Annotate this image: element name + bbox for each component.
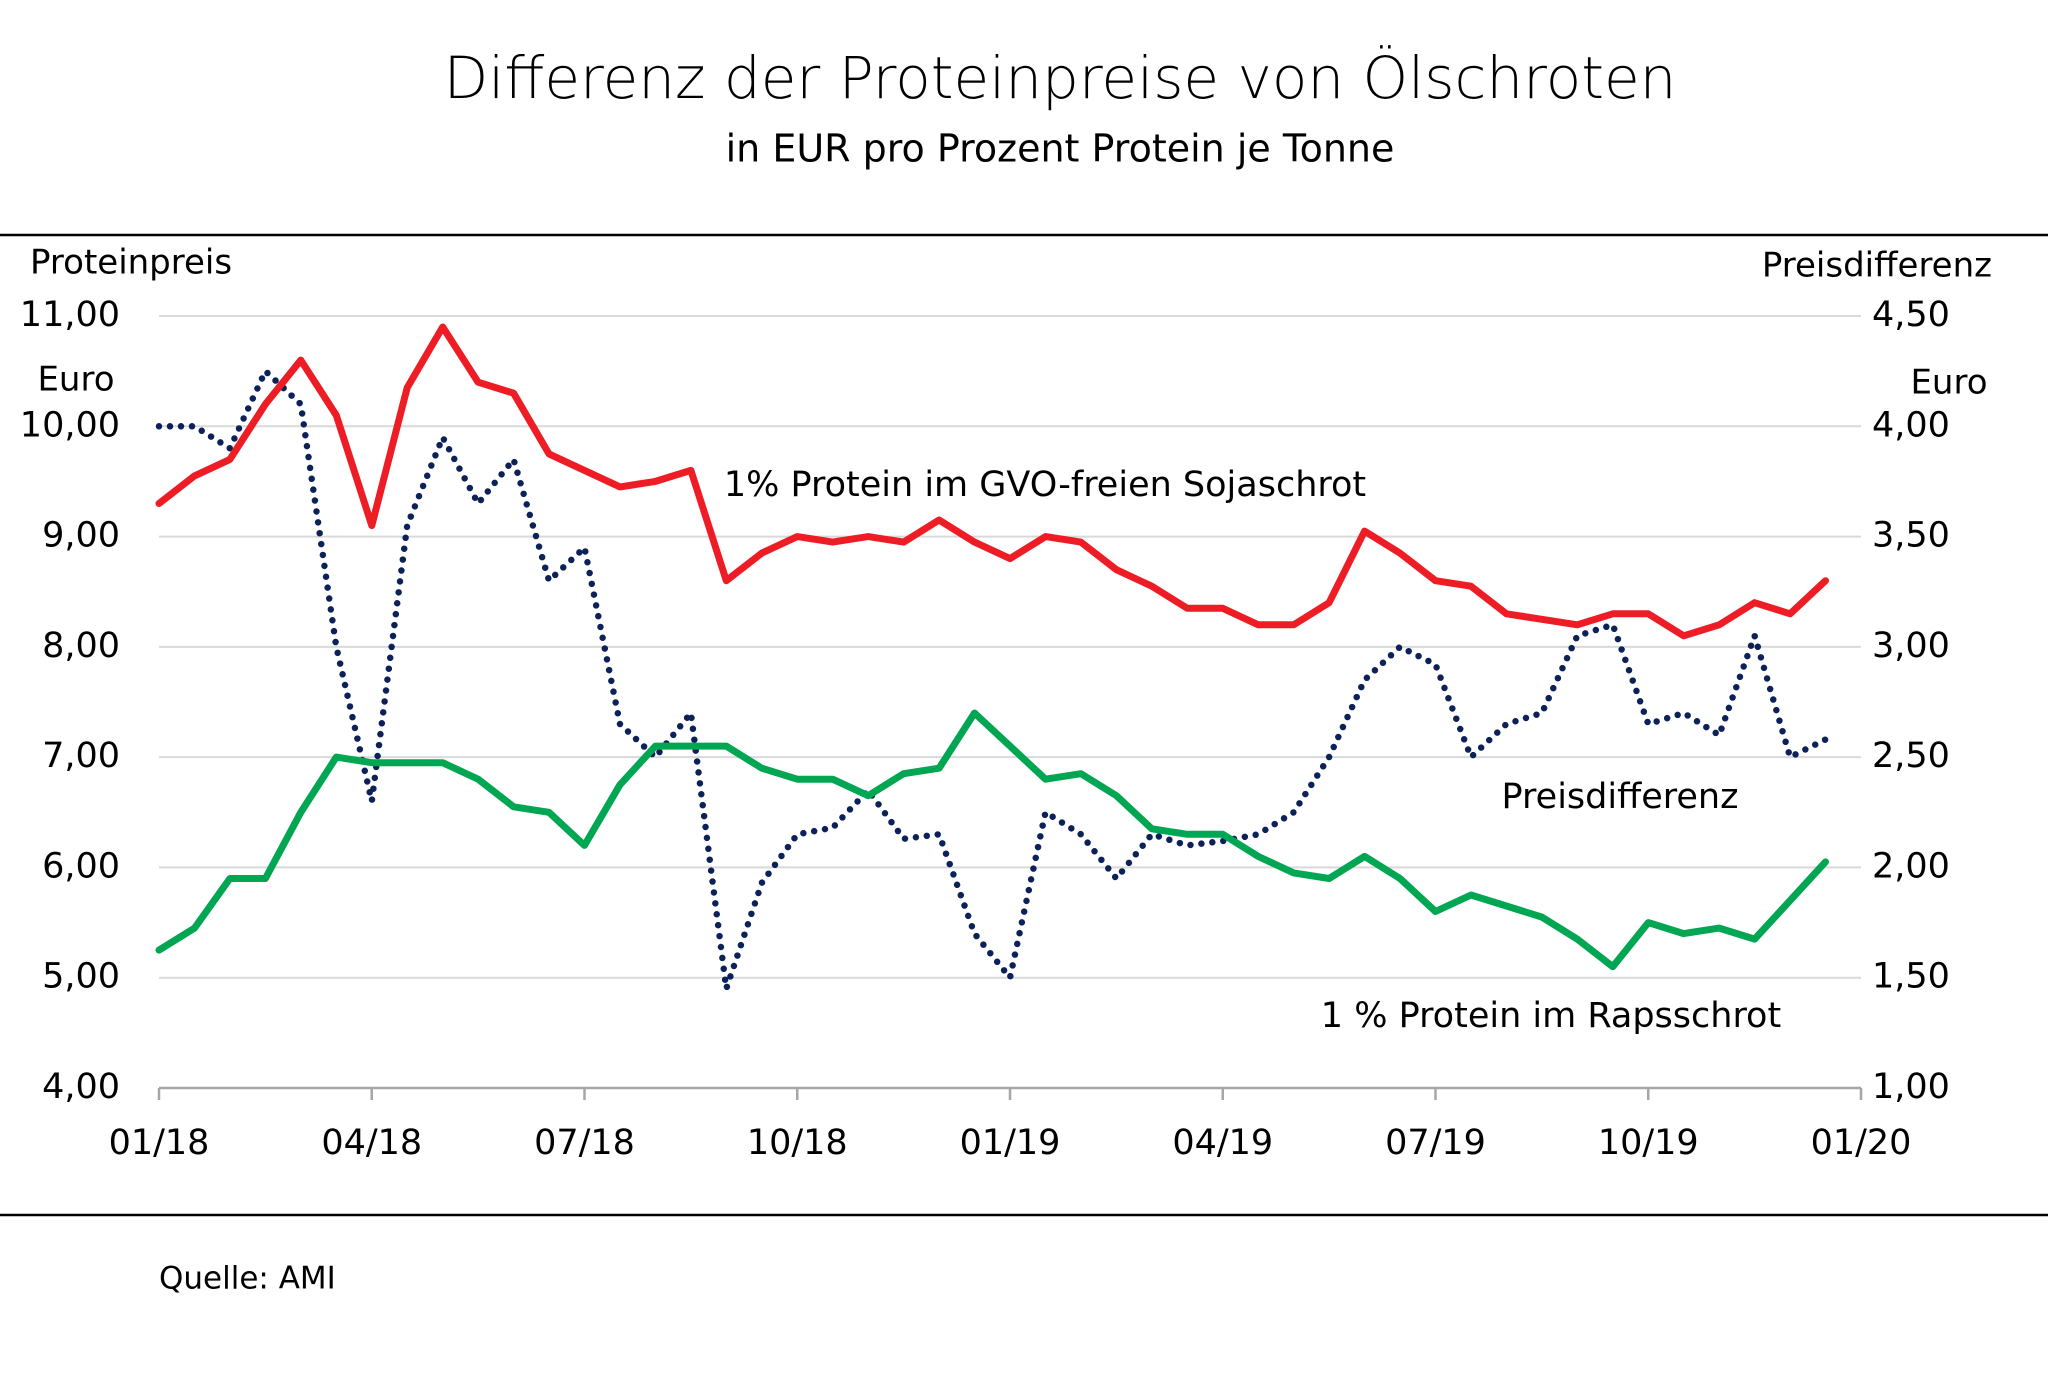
y2-tick-label: 2,50 (1872, 736, 1950, 776)
x-tick-label: 01/20 (1811, 1123, 1912, 1163)
x-tick-label: 04/19 (1172, 1123, 1273, 1163)
y2-tick-label: 3,50 (1872, 516, 1950, 556)
y-axis-label: Proteinpreis (30, 243, 232, 283)
y-axis-unit: Euro (37, 360, 114, 400)
source: Quelle: AMI (159, 1261, 336, 1297)
series-label: Preisdifferenz (1502, 777, 1739, 817)
series-line (155, 323, 1829, 640)
y2-tick-label: 3,00 (1872, 626, 1950, 666)
y-tick-label: 10,00 (20, 405, 120, 445)
x-tick-label: 10/18 (747, 1123, 848, 1163)
y-tick-label: 8,00 (42, 626, 120, 666)
x-tick-label: 10/19 (1598, 1123, 1699, 1163)
series-line (155, 367, 1829, 992)
chart-subtitle: in EUR pro Prozent Protein je Tonne (726, 127, 1395, 171)
y-tick-label: 5,00 (42, 957, 120, 997)
y2-tick-label: 1,50 (1872, 957, 1950, 997)
series-line (155, 709, 1829, 971)
y2-tick-label: 1,00 (1872, 1067, 1950, 1107)
x-tick-label: 01/18 (109, 1123, 210, 1163)
x-tick-label: 04/18 (321, 1123, 422, 1163)
y-tick-label: 4,00 (42, 1067, 120, 1107)
y2-axis-unit: Euro (1910, 363, 1987, 403)
x-tick-label: 07/18 (534, 1123, 635, 1163)
y2-tick-label: 2,00 (1872, 846, 1950, 886)
y2-tick-label: 4,50 (1872, 295, 1950, 335)
chart-title: Differenz der Proteinpreise von Ölschrot… (444, 44, 1677, 112)
series-label: 1% Protein im GVO-freien Sojaschrot (724, 465, 1366, 505)
y-tick-label: 7,00 (42, 736, 120, 776)
x-tick-label: 07/19 (1385, 1123, 1486, 1163)
y-tick-label: 9,00 (42, 516, 120, 556)
y-tick-label: 11,00 (20, 295, 120, 335)
series-label: 1 % Protein im Rapsschrot (1321, 996, 1781, 1036)
x-tick-label: 01/19 (960, 1123, 1061, 1163)
y2-tick-label: 4,00 (1872, 405, 1950, 445)
y-tick-label: 6,00 (42, 846, 120, 886)
y2-axis-label: Preisdifferenz (1762, 246, 1992, 286)
